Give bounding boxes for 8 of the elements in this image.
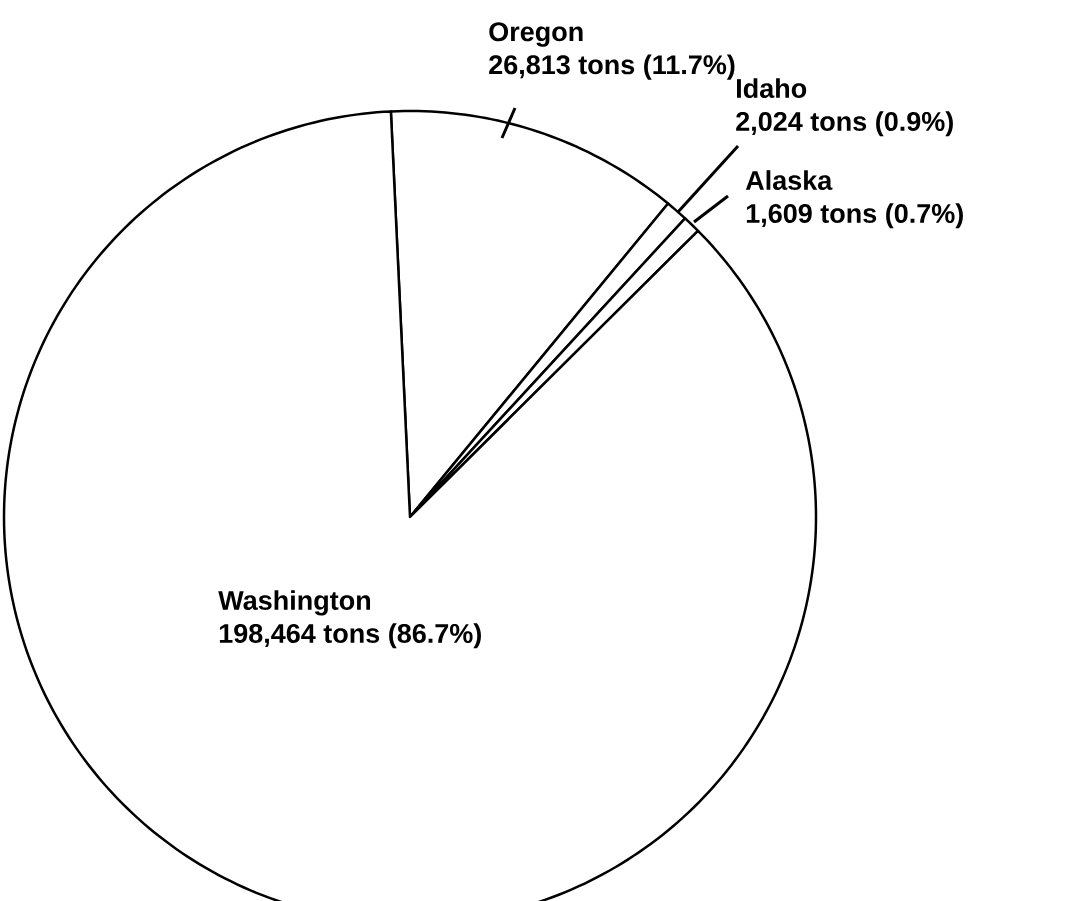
slice-label: Idaho	[737, 78, 807, 99]
data-label: 26,813 tons (11.7%)	[489, 54, 735, 80]
slice-label: Washington	[218, 590, 371, 616]
slice-label: Alaska	[745, 170, 833, 191]
data-label: 2,024 tons (0.9%)	[736, 111, 953, 137]
data-label: 1,609 tons (0.7%)	[746, 203, 963, 229]
slice-label: Oregon	[489, 22, 583, 47]
data-label: 198,464 tons (86.7%)	[219, 623, 481, 649]
